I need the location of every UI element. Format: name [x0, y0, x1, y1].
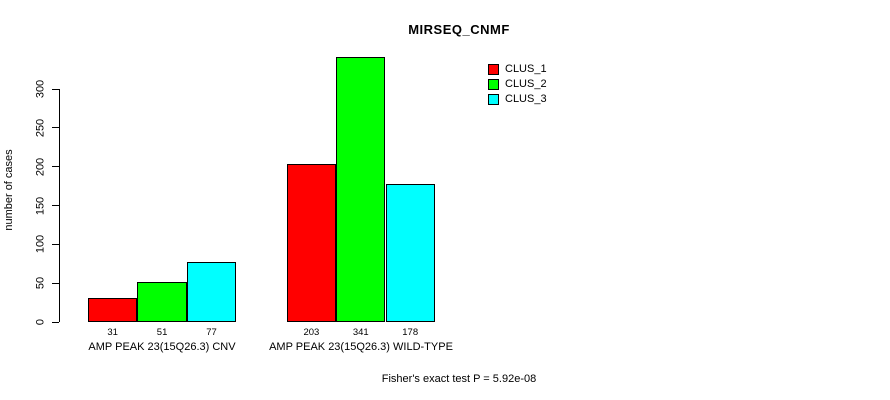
category-label-cnv: AMP PEAK 23(15Q26.3) CNV — [88, 341, 236, 353]
legend-swatch-clus-1 — [488, 64, 499, 75]
y-tick-mark — [52, 88, 59, 90]
legend: CLUS_1 CLUS_2 CLUS_3 — [488, 62, 547, 107]
legend-swatch-clus-3 — [488, 94, 499, 105]
bar-clus_3-group2 — [385, 183, 435, 322]
footer-annotation: Fisher's exact test P = 5.92e-08 — [381, 373, 537, 385]
y-tick-label: 250 — [34, 118, 47, 138]
legend-item-clus-3: CLUS_3 — [488, 92, 547, 107]
legend-label-clus-3: CLUS_3 — [505, 93, 547, 105]
legend-swatch-clus-2 — [488, 79, 499, 90]
bar-clus_2-group1 — [137, 282, 187, 322]
y-tick-mark — [52, 243, 59, 245]
y-tick-mark — [52, 166, 59, 168]
y-tick-label: 200 — [34, 157, 47, 176]
bar-clus_1-group1 — [88, 297, 138, 322]
legend-label-clus-2: CLUS_2 — [505, 78, 547, 90]
y-tick-label: 100 — [34, 235, 47, 254]
y-tick-mark — [52, 127, 59, 129]
y-tick-label: 50 — [34, 277, 47, 290]
legend-item-clus-1: CLUS_1 — [488, 62, 547, 77]
y-tick-mark — [52, 321, 59, 323]
y-tick-label: 300 — [34, 79, 47, 99]
y-tick-label: 0 — [34, 318, 47, 326]
bar-value-label: 31 — [107, 327, 118, 338]
chart-title: MIRSEQ_CNMF — [408, 22, 510, 37]
y-axis-title: number of cases — [3, 149, 15, 231]
category-label-wild-type: AMP PEAK 23(15Q26.3) WILD-TYPE — [269, 341, 453, 353]
bar-value-label: 341 — [352, 327, 369, 338]
y-tick-label: 150 — [34, 196, 47, 215]
bar-value-label: 178 — [402, 327, 419, 338]
bar-value-label: 77 — [206, 327, 217, 338]
bar-clus_3-group1 — [186, 262, 237, 322]
bar-value-label: 51 — [156, 327, 168, 338]
bar-clus_1-group2 — [286, 164, 337, 322]
y-tick-mark — [52, 205, 59, 206]
y-axis-line — [59, 89, 60, 322]
legend-item-clus-2: CLUS_2 — [488, 77, 547, 92]
y-tick-mark — [52, 282, 59, 284]
bar-clus_2-group2 — [336, 57, 386, 322]
bar-value-label: 203 — [303, 327, 320, 338]
legend-label-clus-1: CLUS_1 — [505, 63, 547, 75]
